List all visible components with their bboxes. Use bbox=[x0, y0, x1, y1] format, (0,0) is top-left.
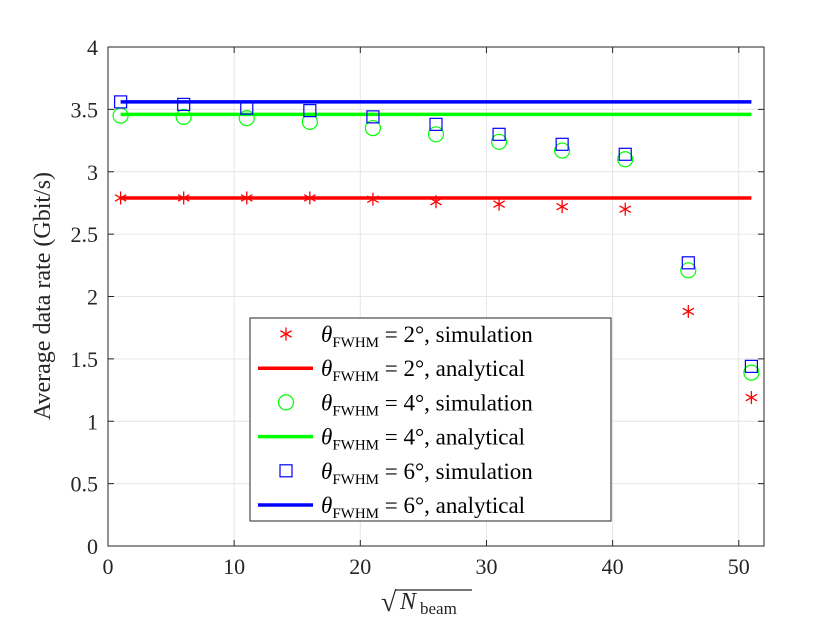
legend-theta: θ bbox=[321, 390, 332, 415]
y-axis-label: Average data rate (Gbit/s) bbox=[30, 172, 56, 420]
legend-box bbox=[249, 317, 612, 522]
legend-item: θFWHM = 4°, analytical bbox=[258, 425, 525, 454]
legend-text: = 4°, simulation bbox=[379, 390, 533, 415]
x-tick-label: 20 bbox=[349, 554, 371, 579]
legend-theta: θ bbox=[321, 356, 332, 381]
series-3 bbox=[112, 107, 760, 381]
legend-theta: θ bbox=[321, 425, 332, 450]
legend-text: = 2°, simulation bbox=[379, 322, 533, 347]
asterisk-point bbox=[556, 200, 569, 214]
asterisk-stroke bbox=[745, 393, 758, 402]
legend-item: θFWHM = 2°, analytical bbox=[258, 356, 525, 385]
square-point bbox=[555, 137, 569, 151]
circle-point bbox=[680, 262, 697, 279]
y-tick-label: 3.5 bbox=[71, 97, 99, 122]
asterisk-point bbox=[619, 202, 632, 216]
y-tick-label: 4 bbox=[87, 35, 98, 60]
square-point bbox=[744, 359, 758, 373]
legend-subscript: FWHM bbox=[332, 472, 379, 488]
legend-marker-swatch bbox=[277, 394, 295, 411]
legend-item: θFWHM = 2°, simulation bbox=[280, 322, 533, 351]
asterisk-stroke bbox=[619, 205, 632, 213]
asterisk-stroke bbox=[280, 330, 292, 338]
legend-label: θFWHM = 2°, analytical bbox=[321, 356, 525, 385]
y-tick-label: 0 bbox=[87, 534, 98, 559]
legend-label: θFWHM = 6°, analytical bbox=[321, 493, 525, 522]
asterisk-stroke bbox=[556, 202, 569, 211]
y-tick-label: 0.5 bbox=[71, 472, 99, 497]
legend-label: θFWHM = 6°, simulation bbox=[321, 459, 533, 488]
square-point bbox=[681, 256, 695, 270]
y-tick-label: 1.5 bbox=[71, 347, 99, 372]
y-tick-labels: 0 0.5 1 1.5 2 2.5 3 3.5 4 bbox=[71, 35, 99, 559]
circle-point bbox=[490, 133, 508, 150]
asterisk-stroke bbox=[682, 307, 695, 316]
square-point bbox=[492, 127, 506, 141]
square-point bbox=[177, 97, 191, 111]
circle-point bbox=[238, 110, 255, 127]
square-point bbox=[618, 147, 632, 161]
legend-marker-swatch bbox=[280, 327, 292, 341]
asterisk-point bbox=[745, 391, 758, 405]
ticks bbox=[107, 46, 764, 547]
x-tick-label: 0 bbox=[103, 554, 114, 579]
legend-item: θFWHM = 6°, analytical bbox=[258, 493, 525, 522]
legend-theta: θ bbox=[321, 459, 332, 484]
x-tick-label: 30 bbox=[475, 554, 497, 579]
legend-subscript: FWHM bbox=[332, 438, 379, 454]
legend-subscript: FWHM bbox=[332, 369, 379, 385]
x-tick-label: 10 bbox=[223, 554, 245, 579]
x-tick-label: 40 bbox=[602, 554, 624, 579]
x-tick-labels: 0 10 20 30 40 50 bbox=[103, 554, 750, 579]
square-point bbox=[429, 117, 443, 131]
legend-item: θFWHM = 6°, simulation bbox=[279, 459, 533, 488]
circle-point bbox=[617, 151, 634, 168]
circle-point bbox=[175, 108, 192, 125]
asterisk-stroke bbox=[493, 200, 506, 208]
asterisk-point bbox=[682, 304, 695, 318]
legend-text: = 6°, simulation bbox=[379, 459, 533, 484]
legend-text: = 2°, analytical bbox=[379, 356, 525, 381]
circle-point bbox=[427, 126, 445, 143]
legend-theta: θ bbox=[321, 322, 332, 347]
circle-point bbox=[364, 119, 382, 137]
y-tick-label: 3 bbox=[87, 160, 98, 185]
x-axis-label-var: N bbox=[399, 589, 418, 615]
legend-subscript: FWHM bbox=[332, 506, 379, 522]
y-tick-label: 2 bbox=[87, 285, 98, 310]
y-tick-label: 1 bbox=[87, 409, 98, 434]
x-tick-label: 50 bbox=[728, 554, 750, 579]
square-point bbox=[366, 110, 380, 124]
y-tick-label: 2.5 bbox=[71, 222, 99, 247]
legend-label: θFWHM = 4°, analytical bbox=[321, 425, 525, 454]
x-axis-label: √ N beam bbox=[381, 587, 472, 618]
legend-text: = 6°, analytical bbox=[379, 493, 525, 518]
legend-subscript: FWHM bbox=[332, 335, 379, 351]
legend-theta: θ bbox=[321, 493, 332, 518]
series-layer bbox=[112, 95, 760, 405]
asterisk-point bbox=[493, 197, 506, 211]
x-axis-label-radical: √ bbox=[381, 587, 397, 618]
square-point bbox=[303, 104, 317, 118]
legend-label: θFWHM = 4°, simulation bbox=[321, 390, 533, 419]
legend-item: θFWHM = 4°, simulation bbox=[277, 390, 533, 419]
legend-label: θFWHM = 2°, simulation bbox=[321, 322, 533, 351]
legend-marker-swatch bbox=[279, 464, 293, 478]
legend-subscript: FWHM bbox=[332, 403, 379, 419]
legend-text: = 4°, analytical bbox=[379, 425, 525, 450]
circle-point bbox=[743, 364, 760, 381]
x-axis-label-sub: beam bbox=[420, 599, 457, 618]
circle-point bbox=[554, 142, 571, 159]
